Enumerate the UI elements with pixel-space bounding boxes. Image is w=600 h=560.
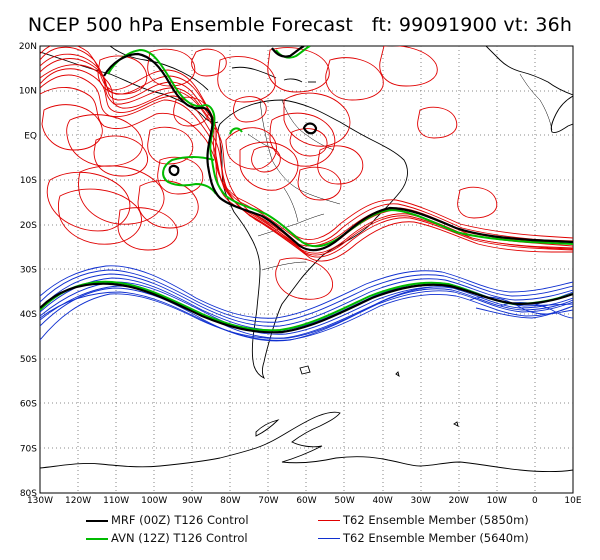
lat-label: 20S xyxy=(20,221,37,231)
lon-label: 80W xyxy=(220,496,240,506)
coastlines xyxy=(40,46,573,472)
legend-item-avn: AVN (12Z) T126 Control xyxy=(86,531,248,545)
lat-label: EQ xyxy=(24,131,37,141)
lon-label: 20W xyxy=(449,496,469,506)
lat-lon-grid xyxy=(40,46,573,493)
avn-small-contour xyxy=(229,127,243,135)
mrf-control xyxy=(40,46,573,334)
coastline-cuba xyxy=(231,66,277,79)
lat-label: 20N xyxy=(19,42,37,52)
lat-label: 60S xyxy=(20,400,37,410)
legend-label: T62 Ensemble Member (5850m) xyxy=(343,513,529,527)
lat-label: 30S xyxy=(20,266,37,276)
legend-label: T62 Ensemble Member (5640m) xyxy=(343,531,529,545)
lat-label: 70S xyxy=(20,444,37,454)
coastline-south-america xyxy=(217,99,408,380)
mrf-5640m xyxy=(40,282,573,334)
lon-label: 130W xyxy=(27,496,53,506)
coastline-small-island-1 xyxy=(453,421,459,427)
lon-label: 10W xyxy=(487,496,507,506)
lon-label: 0 xyxy=(532,496,538,506)
legend-swatch xyxy=(318,538,340,539)
lon-label: 60W xyxy=(296,496,316,506)
coastline-antarctica xyxy=(40,411,573,472)
mrf-5850m xyxy=(103,52,573,252)
avn-5850m-loop xyxy=(162,156,217,195)
lat-label: 40S xyxy=(20,310,37,320)
coastline-small-island-2 xyxy=(395,371,400,378)
lon-label: 40W xyxy=(372,496,392,506)
map-title: NCEP 500 hPa Ensemble Forecast ft: 99091… xyxy=(27,14,573,36)
coastline-antarctic-island xyxy=(255,419,280,437)
lat-label: 10S xyxy=(20,176,37,186)
mrf-5850m-east xyxy=(271,46,305,58)
plot-frame xyxy=(39,45,574,494)
legend-item-mrf: MRF (00Z) T126 Control xyxy=(86,513,249,527)
legend-swatch xyxy=(318,520,340,521)
coastline-falklands xyxy=(299,365,311,375)
legend-label: MRF (00Z) T126 Control xyxy=(111,513,249,527)
legend-item-ens-5850: T62 Ensemble Member (5850m) xyxy=(318,513,529,527)
legend-label: AVN (12Z) T126 Control xyxy=(111,531,248,545)
legend-swatch xyxy=(86,537,108,540)
legend-swatch xyxy=(86,519,108,522)
lat-label: 10N xyxy=(19,87,37,97)
lon-label: 110W xyxy=(103,496,129,506)
coastline-africa xyxy=(485,46,573,96)
lon-label: 70W xyxy=(258,496,278,506)
coastline-africa-west xyxy=(550,95,573,133)
mrf-loop-2 xyxy=(302,122,318,135)
lat-label: 50S xyxy=(20,355,37,365)
lon-label: 10E xyxy=(564,496,581,506)
lon-label: 100W xyxy=(141,496,167,506)
legend-item-ens-5640: T62 Ensemble Member (5640m) xyxy=(318,531,529,545)
lon-label: 90W xyxy=(182,496,202,506)
lon-label: 30W xyxy=(411,496,431,506)
lon-label: 120W xyxy=(65,496,91,506)
lat-label: 80S xyxy=(20,489,37,499)
ensemble-members-5850m xyxy=(40,46,573,300)
mrf-loop-1 xyxy=(168,164,180,177)
avn-5850m xyxy=(107,48,573,248)
latitude-labels: 20N 10N EQ 10S 20S 30S 40S 50S 60S 70S 80S xyxy=(19,42,37,499)
ensemble-members-5640m xyxy=(40,265,573,342)
longitude-labels: 130W 120W 110W 100W 90W 80W 70W 60W 50W 40W 30W 20W… xyxy=(27,496,582,506)
coastline-hispaniola xyxy=(283,78,303,83)
lon-label: 50W xyxy=(334,496,354,506)
